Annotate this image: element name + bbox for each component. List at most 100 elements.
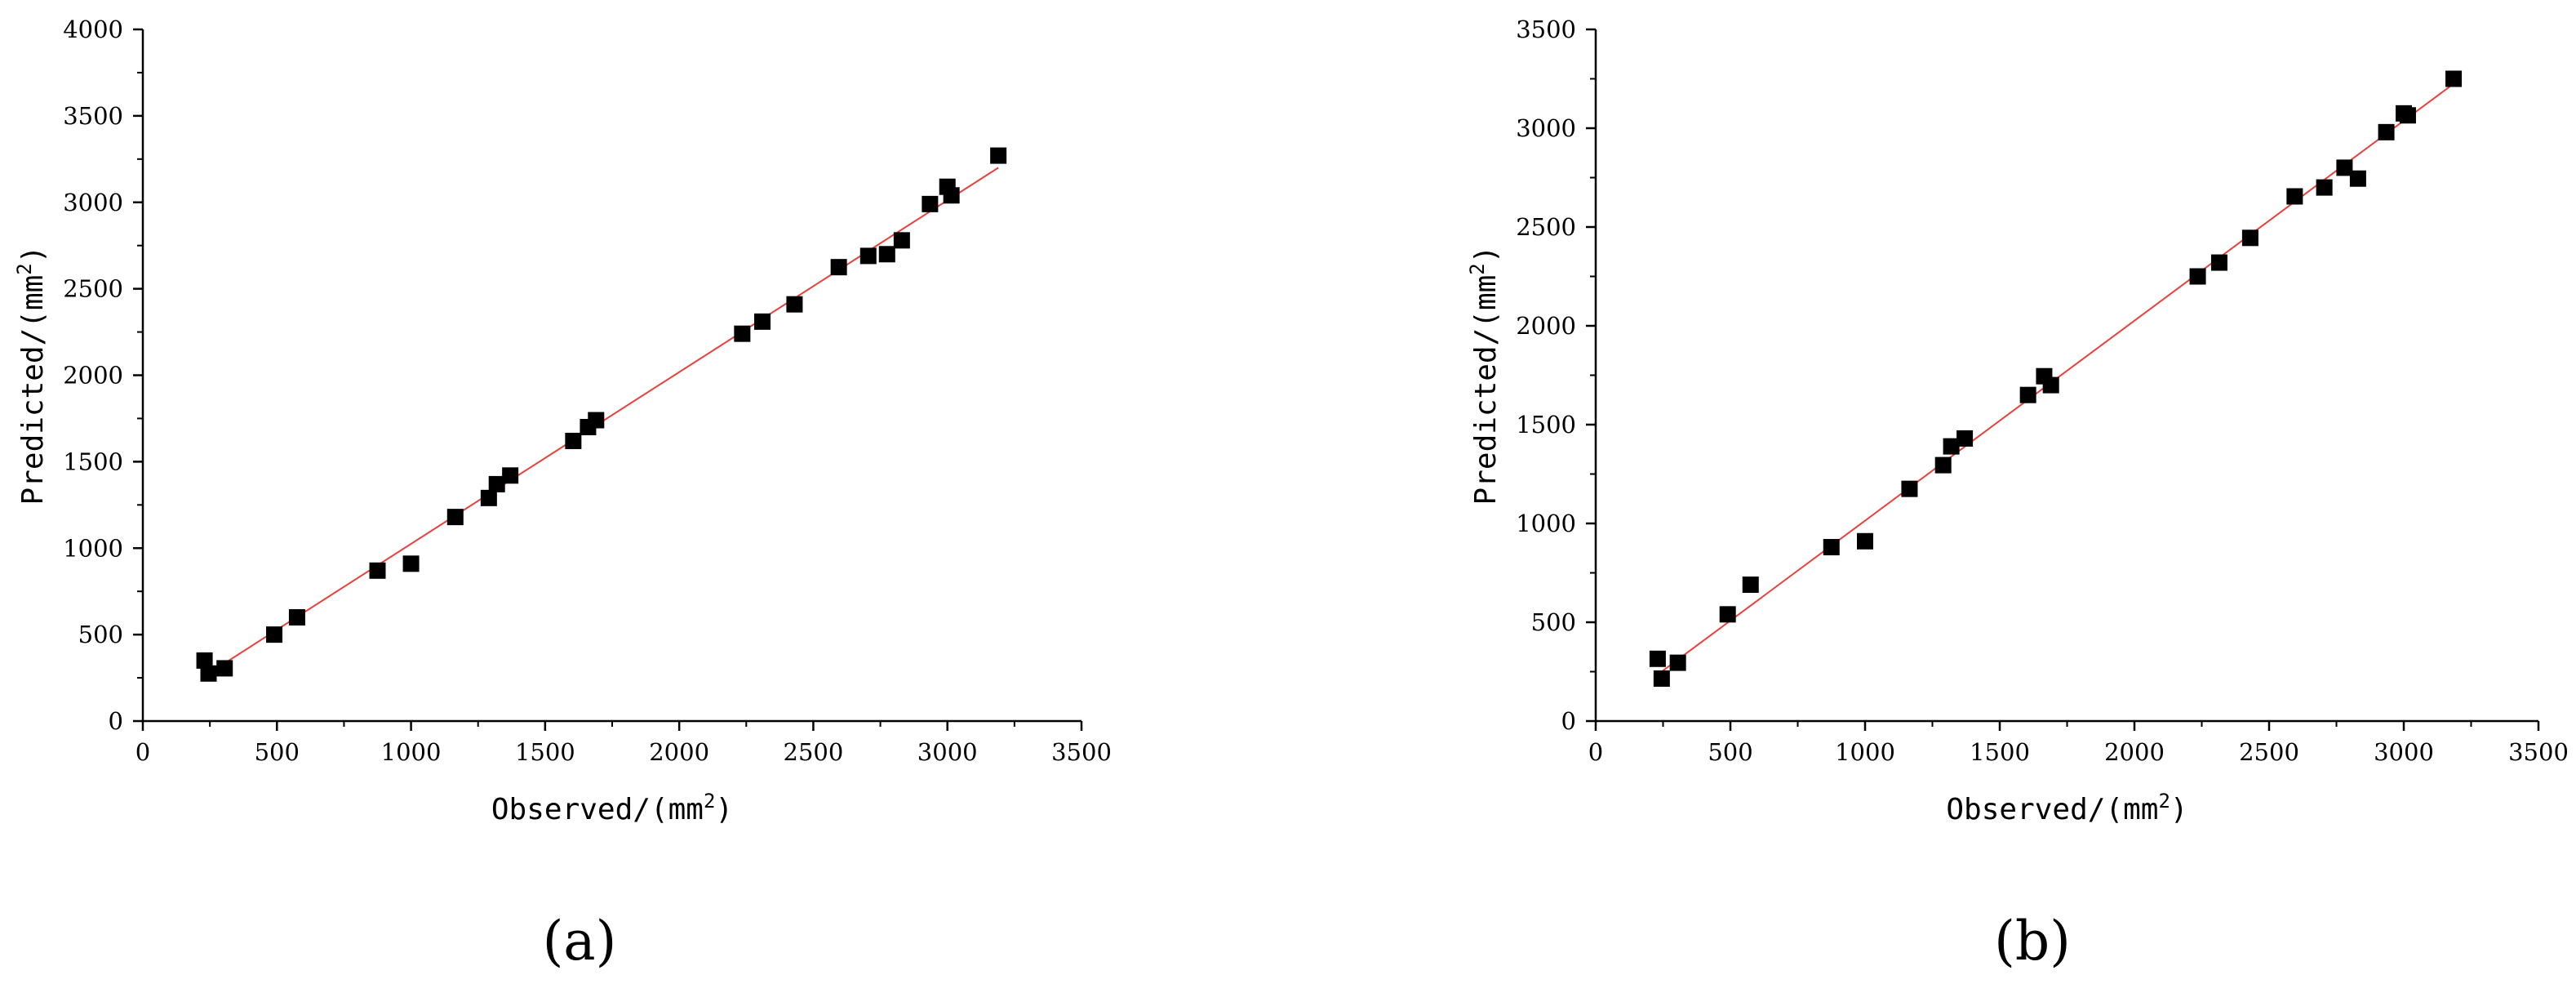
x-tick-label: 500 <box>255 738 300 766</box>
panel-a-chart: 0 500 1000 1500 2000 2500 3000 3500 0 500 1000 1500… <box>13 16 1112 973</box>
data-point <box>480 489 497 506</box>
x-tick-label: 1000 <box>1835 738 1895 766</box>
x-axis-title-text: Observed/(mm <box>491 793 704 826</box>
data-point <box>565 432 582 449</box>
data-point <box>1742 577 1759 594</box>
y-axis-title: Predicted/(mm2) <box>13 246 50 505</box>
y-tick-label: 1500 <box>1516 411 1576 439</box>
data-point <box>1669 654 1686 671</box>
y-axis-title-sup: 2 <box>1466 263 1489 274</box>
y-axis-title-text: Predicted/(mm <box>16 275 50 505</box>
data-point <box>266 626 282 643</box>
x-tick-label: 2500 <box>784 738 844 766</box>
y-tick-label: 2500 <box>63 275 123 303</box>
data-point <box>2378 123 2395 140</box>
data-point <box>893 232 910 249</box>
data-point <box>754 313 771 330</box>
x-axis-title-sup: 2 <box>2158 790 2170 813</box>
data-point <box>734 325 751 342</box>
data-point <box>196 652 213 669</box>
data-point <box>288 608 305 626</box>
data-point <box>1943 438 1960 455</box>
data-point <box>2349 170 2366 187</box>
y-tick-label: 3000 <box>63 189 123 216</box>
panel-label: (a) <box>543 910 617 973</box>
y-tick-label: 500 <box>78 621 123 648</box>
y-tick-label: 0 <box>1561 707 1576 735</box>
y-tick-label: 3500 <box>63 102 123 130</box>
x-tick-label: 2000 <box>649 738 709 766</box>
data-point <box>2210 254 2227 271</box>
y-tick-label: 3000 <box>1516 114 1576 142</box>
y-axis-title-tail: ) <box>16 246 50 264</box>
x-tick-label: 0 <box>135 738 150 766</box>
x-axis-title: Observed/(mm2) <box>1946 790 2187 826</box>
data-point <box>1956 430 1974 447</box>
data-point <box>830 259 847 276</box>
data-point <box>990 147 1007 164</box>
data-point <box>1934 456 1952 474</box>
x-axis-title-tail: ) <box>715 793 733 826</box>
data-point <box>2042 376 2059 394</box>
data-point <box>1653 670 1670 687</box>
y-tick-label: 0 <box>109 707 123 735</box>
data-point <box>2336 159 2353 176</box>
x-axis-title-tail: ) <box>2170 793 2188 826</box>
data-point <box>2445 70 2463 87</box>
x-axis-title-text: Observed/(mm <box>1946 793 2158 826</box>
data-point <box>859 247 877 265</box>
x-tick-label: 3500 <box>1051 738 1112 766</box>
y-tick-label: 1000 <box>63 534 123 562</box>
data-point <box>402 555 420 572</box>
y-axis-title-text: Predicted/(mm <box>1469 275 1503 505</box>
x-axis-title-sup: 2 <box>704 790 715 813</box>
data-point <box>200 665 217 682</box>
data-point <box>2189 268 2206 285</box>
y-tick-label: 2500 <box>1516 213 1576 241</box>
y-tick-label: 1500 <box>63 447 123 475</box>
data-point <box>502 467 519 484</box>
x-tick-label: 1000 <box>381 738 442 766</box>
y-tick-label: 1000 <box>1516 510 1576 537</box>
x-tick-label: 2500 <box>2239 738 2299 766</box>
data-point <box>446 509 464 526</box>
data-point <box>2019 386 2036 403</box>
data-point <box>878 246 895 263</box>
y-axis-title: Predicted/(mm2) <box>1466 246 1503 505</box>
panel-b-chart: 0 500 1000 1500 2000 2500 3000 3500 0 500 1000 1500… <box>1466 16 2569 973</box>
data-point <box>2286 188 2303 205</box>
data-point <box>943 187 960 204</box>
data-point <box>2316 179 2333 196</box>
data-point <box>2241 229 2258 247</box>
data-point <box>216 660 233 677</box>
data-point <box>786 296 803 313</box>
panel-label: (b) <box>1994 910 2071 973</box>
data-point <box>1857 532 1873 550</box>
x-tick-label: 1500 <box>1970 738 2030 766</box>
data-point <box>2399 107 2416 124</box>
data-point <box>922 195 939 212</box>
x-tick-label: 2000 <box>2104 738 2165 766</box>
y-tick-label: 2000 <box>63 362 123 390</box>
data-point <box>1649 650 1666 667</box>
data-point <box>488 475 505 492</box>
y-tick-label: 2000 <box>1516 312 1576 340</box>
y-axis-title-tail: ) <box>1469 246 1503 264</box>
data-point <box>1719 606 1736 623</box>
x-tick-label: 3000 <box>917 738 978 766</box>
x-tick-label: 500 <box>1708 738 1752 766</box>
data-point <box>1901 480 1918 497</box>
y-tick-label: 500 <box>1531 608 1576 636</box>
y-tick-label: 4000 <box>63 16 123 43</box>
x-tick-label: 1500 <box>515 738 575 766</box>
x-axis-title: Observed/(mm2) <box>491 790 733 826</box>
data-point <box>369 562 386 579</box>
y-axis-title-sup: 2 <box>13 263 36 274</box>
data-point <box>1823 539 1840 556</box>
y-tick-label: 3500 <box>1516 16 1576 43</box>
x-tick-label: 0 <box>1588 738 1603 766</box>
data-point <box>588 412 605 429</box>
x-tick-label: 3000 <box>2374 738 2434 766</box>
x-tick-label: 3500 <box>2508 738 2569 766</box>
